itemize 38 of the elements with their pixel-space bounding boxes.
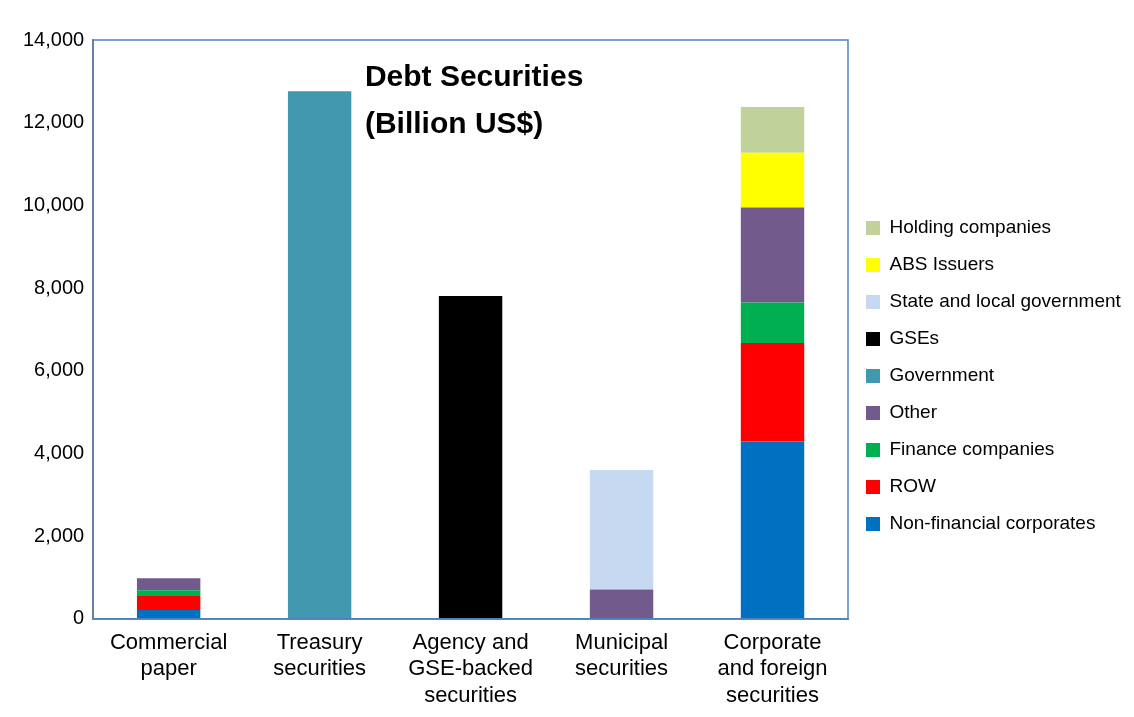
bar [740,302,805,344]
legend-label: State and local government [889,290,1122,312]
bar [740,207,805,303]
x-tick-label: Municipal securities [575,629,669,681]
y-tick-label: 8,000 [34,275,85,298]
legend-label: Finance companies [889,438,1055,460]
text: (Billion US$) [364,106,544,140]
y-tick-label: 14,000 [23,27,85,50]
y-tick-label: 4,000 [34,440,85,463]
legend-label: ABS Issuers [889,253,995,275]
bar [136,595,201,611]
bar [740,106,805,153]
legend-label: Government [889,364,995,386]
bar [136,590,201,596]
y-tick-label: 2,000 [34,523,85,546]
legend-label: GSEs [889,327,940,349]
x-tick-label: Corporate and foreign securities [717,629,828,707]
y-tick-label: 10,000 [23,192,85,215]
x-tick-label: Treasury securities [273,629,367,681]
bar [740,441,805,619]
legend-label: Holding companies [889,216,1052,238]
x-tick-label: Commercial paper [109,629,228,681]
bar [589,589,654,619]
bar [740,343,805,442]
bar [136,578,201,591]
bar [740,152,805,208]
y-tick-label: 12,000 [23,110,85,133]
bar [589,469,654,590]
bar [287,91,352,619]
legend-label: ROW [889,475,936,497]
bar [438,295,503,619]
x-tick-label: Agency and GSE-backed securities [408,629,533,707]
legend-label: Other [889,401,938,423]
y-tick-label: 6,000 [34,358,85,381]
legend-label: Non-financial corporates [889,512,1096,534]
bar [136,610,201,619]
y-tick-label: 0 [73,606,85,629]
text: Debt Securities [364,59,584,93]
